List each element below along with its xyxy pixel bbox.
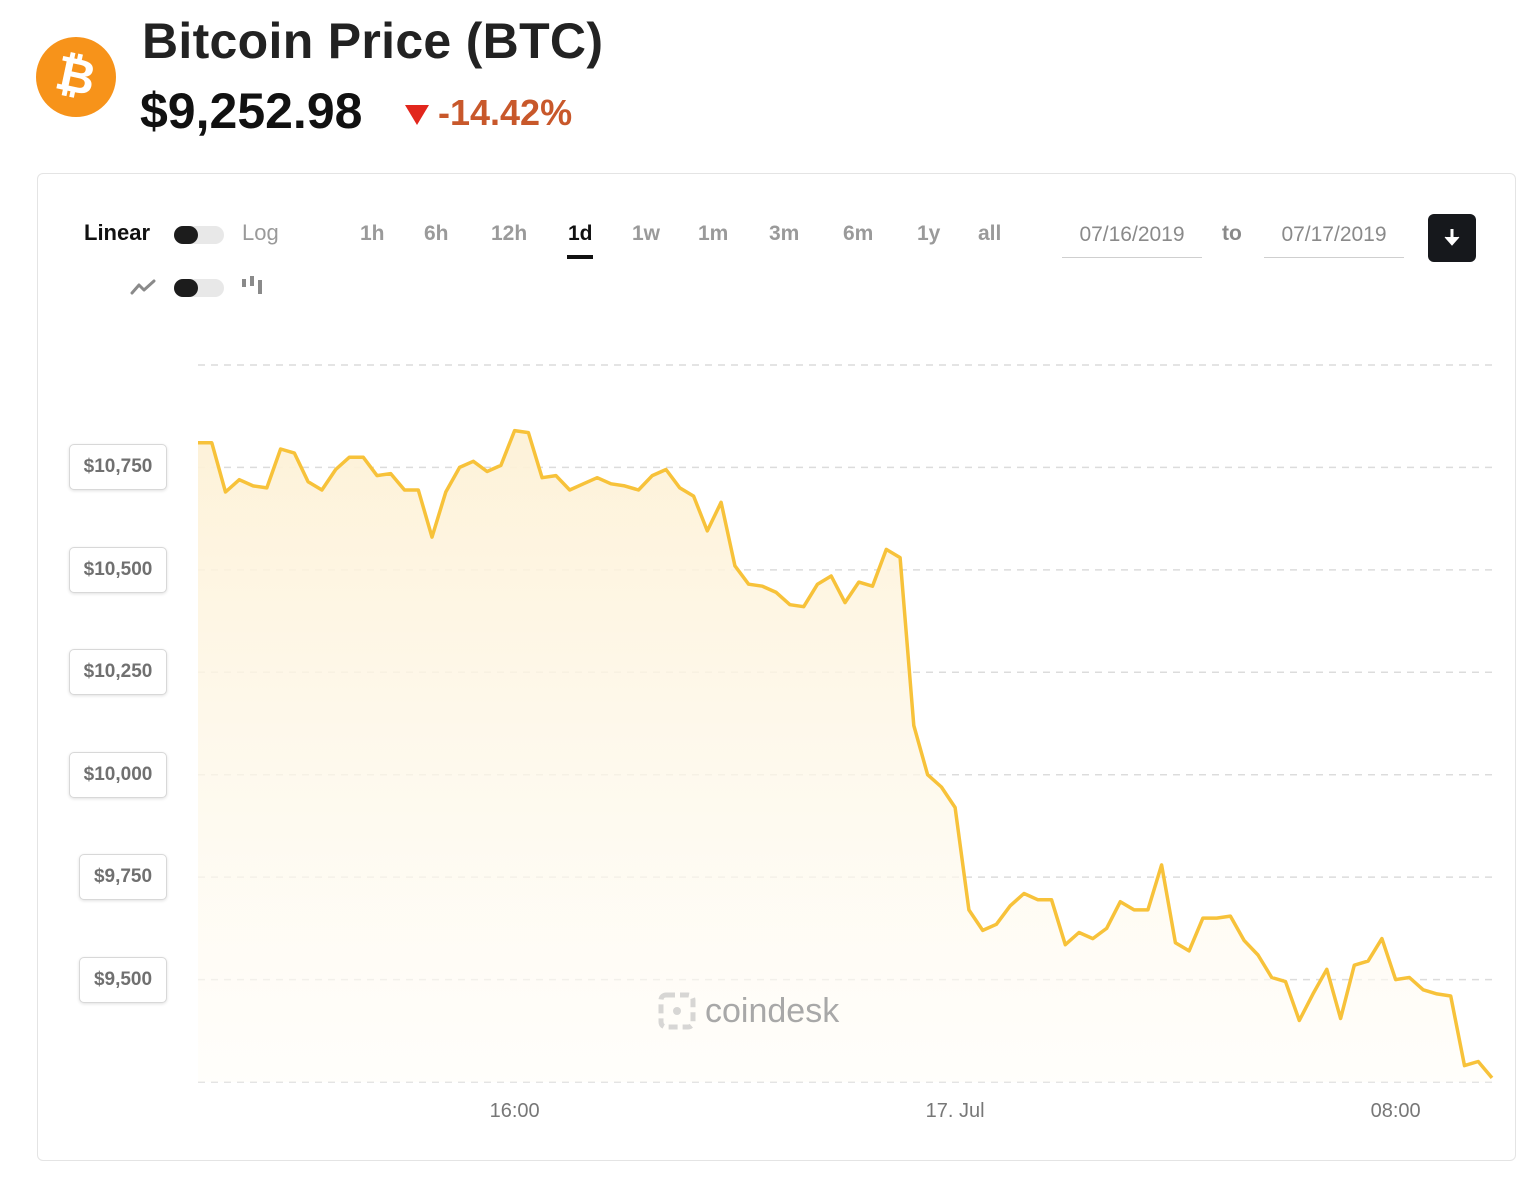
download-button[interactable] [1428, 214, 1476, 262]
range-button-3m[interactable]: 3m [769, 222, 800, 245]
y-tick-label: $10,750 [69, 444, 167, 491]
bitcoin-icon: ₿ [36, 37, 116, 117]
coindesk-watermark-icon [658, 992, 696, 1030]
price-change: -14.42% [438, 92, 573, 133]
date-to-input[interactable]: 07/17/2019 [1264, 220, 1404, 258]
log-label[interactable]: Log [242, 220, 279, 245]
page-title: Bitcoin Price (BTC) [142, 13, 604, 69]
x-tick-label: 16:00 [489, 1100, 540, 1122]
range-button-1m[interactable]: 1m [698, 222, 729, 245]
to-label: to [1222, 222, 1242, 245]
price-line [198, 428, 1494, 1080]
range-button-1y[interactable]: 1y [917, 222, 941, 245]
active-range-underline [567, 255, 593, 259]
down-triangle-icon [405, 105, 429, 125]
candlestick-icon[interactable] [240, 274, 266, 296]
y-tick-label: $9,750 [79, 854, 167, 901]
y-tick-label: $10,000 [69, 751, 167, 798]
range-button-all[interactable]: all [978, 222, 1002, 245]
scale-toggle[interactable] [174, 226, 224, 244]
range-button-6h[interactable]: 6h [424, 222, 449, 245]
y-tick-label: $10,500 [69, 546, 167, 593]
current-price: $9,252.98 [140, 83, 363, 139]
x-tick-label: 17. Jul [925, 1100, 985, 1122]
line-chart-icon[interactable] [130, 278, 156, 296]
range-button-1w[interactable]: 1w [632, 222, 661, 245]
date-from-input[interactable]: 07/16/2019 [1062, 220, 1202, 258]
x-tick-label: 08:00 [1370, 1100, 1421, 1122]
range-button-1h[interactable]: 1h [360, 222, 385, 245]
y-tick-label: $9,500 [79, 956, 167, 1003]
range-button-12h[interactable]: 12h [491, 222, 528, 245]
watermark-text: coindesk [705, 992, 840, 1030]
range-button-6m[interactable]: 6m [843, 222, 874, 245]
download-arrow-icon [1444, 229, 1460, 246]
y-tick-label: $10,250 [69, 649, 167, 696]
linear-label[interactable]: Linear [84, 220, 151, 245]
chart-type-toggle[interactable] [174, 279, 224, 297]
price-area [198, 430, 1492, 1083]
range-button-1d[interactable]: 1d [568, 222, 593, 245]
